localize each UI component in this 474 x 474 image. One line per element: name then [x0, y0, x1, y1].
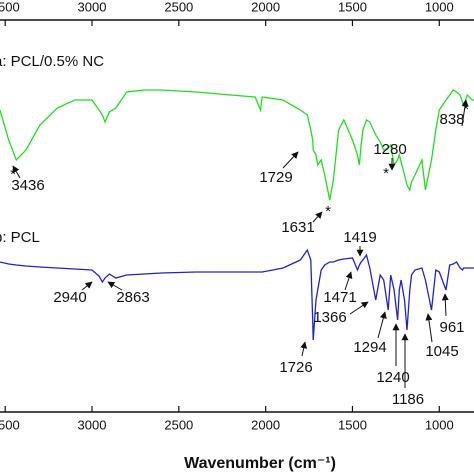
- spectrum-line: [0, 248, 474, 341]
- x-tick-label: 2000: [251, 417, 280, 432]
- peak-label: 1726: [279, 359, 312, 376]
- peak-arrow: [312, 211, 323, 223]
- peak-arrow: [81, 281, 93, 291]
- peak-arrow: [344, 271, 353, 291]
- peak-label: 1240: [376, 369, 409, 386]
- x-axis-title: Wavenumber (cm⁻¹): [184, 455, 336, 472]
- peak-label: 1631: [281, 219, 314, 236]
- x-tick-label-top: 1500: [338, 0, 367, 14]
- x-tick-label: 1500: [338, 417, 367, 432]
- spectrum-line: [0, 89, 474, 201]
- peak-label: 3436: [11, 177, 44, 194]
- peak-label: 1045: [425, 343, 458, 360]
- peak-label: 961: [439, 319, 464, 336]
- star-marker: *: [383, 165, 389, 182]
- peak-label: 838: [439, 111, 464, 128]
- star-marker: *: [10, 166, 16, 183]
- series-label: b: PCL: [0, 229, 40, 246]
- x-tick-label: 3000: [78, 417, 107, 432]
- peak-label: 1419: [343, 229, 376, 246]
- peak-label: 1294: [353, 339, 386, 356]
- peak-arrow: [300, 341, 308, 357]
- star-marker: *: [463, 101, 469, 118]
- peak-arrow: [282, 151, 299, 169]
- star-marker: *: [325, 203, 331, 220]
- peak-label: 1280: [373, 141, 406, 158]
- x-tick-label-top: 1000: [425, 0, 454, 14]
- x-tick-label: 1000: [425, 417, 454, 432]
- peak-label: 2940: [53, 289, 86, 306]
- peak-label: 1366: [313, 309, 346, 326]
- peak-arrow: [349, 301, 369, 315]
- peak-arrow: [441, 293, 449, 317]
- peak-label: 1186: [392, 391, 424, 408]
- peak-arrow: [461, 99, 469, 127]
- x-tick-label: 3500: [0, 417, 20, 432]
- peak-arrow: [107, 281, 123, 291]
- x-tick-label-top: 2000: [251, 0, 280, 14]
- x-tick-label-top: 3500: [0, 0, 20, 14]
- x-tick-label-top: 3000: [78, 0, 107, 14]
- peak-label: 2863: [116, 289, 149, 306]
- x-tick-label-top: 2500: [164, 0, 193, 14]
- peak-arrow: [12, 165, 21, 179]
- peak-label: 1471: [323, 289, 356, 306]
- peak-arrow: [377, 311, 387, 339]
- x-tick-label: 2500: [164, 417, 193, 432]
- peak-arrow: [425, 313, 433, 343]
- peak-label: 1729: [259, 169, 292, 186]
- series-label: a: PCL/0.5% NC: [0, 53, 104, 70]
